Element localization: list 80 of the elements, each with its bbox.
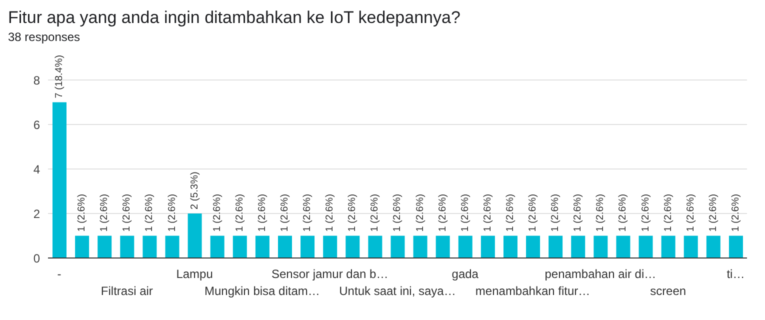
data-label: 7 (18.4%) bbox=[54, 54, 66, 98]
bar bbox=[142, 236, 157, 258]
bar bbox=[255, 236, 270, 258]
bar bbox=[232, 236, 247, 258]
x-tick-label: menambahkan fitur… bbox=[475, 284, 590, 298]
data-label: 1 (2.6%) bbox=[708, 194, 719, 232]
y-tick-label: 2 bbox=[33, 206, 40, 221]
data-label: 1 (2.6%) bbox=[234, 194, 246, 232]
bar bbox=[458, 236, 472, 258]
y-tick-label: 0 bbox=[33, 251, 40, 266]
bar bbox=[98, 236, 112, 258]
data-label: 2 (5.3%) bbox=[189, 172, 200, 210]
bar bbox=[638, 236, 653, 258]
x-tick-label: Mungkin bisa ditam… bbox=[204, 284, 320, 298]
bar bbox=[480, 236, 495, 258]
bar bbox=[413, 236, 428, 258]
bar bbox=[188, 214, 202, 258]
data-label: 1 (2.6%) bbox=[504, 194, 516, 232]
data-label: 1 (2.6%) bbox=[166, 194, 178, 232]
data-label: 1 (2.6%) bbox=[256, 194, 268, 232]
data-label: 1 (2.6%) bbox=[99, 194, 110, 232]
x-tick-label: ti… bbox=[726, 267, 745, 281]
bar bbox=[661, 236, 676, 258]
data-label: 1 (2.6%) bbox=[212, 194, 223, 232]
chart-title: Fitur apa yang anda ingin ditambahkan ke IoT kedepannya? bbox=[8, 8, 462, 28]
data-label: 1 (2.6%) bbox=[595, 194, 606, 232]
data-label: 1 (2.6%) bbox=[460, 194, 471, 232]
bar bbox=[346, 236, 360, 258]
x-tick-label: Filtrasi air bbox=[100, 284, 153, 298]
data-label: 1 (2.6%) bbox=[302, 194, 314, 232]
bar bbox=[210, 236, 224, 258]
bar bbox=[75, 236, 90, 258]
x-tick-label: Untuk saat ini, saya… bbox=[339, 284, 456, 298]
data-label: 1 (2.6%) bbox=[324, 194, 336, 232]
data-label: 1 (2.6%) bbox=[414, 194, 426, 232]
data-label: 1 (2.6%) bbox=[685, 194, 696, 232]
data-label: 1 (2.6%) bbox=[528, 194, 539, 232]
data-label: 1 (2.6%) bbox=[572, 194, 584, 232]
data-label: 1 (2.6%) bbox=[370, 194, 381, 232]
y-tick-label: 8 bbox=[33, 73, 40, 88]
x-tick-label: penambahan air di… bbox=[544, 267, 656, 281]
bar bbox=[300, 236, 315, 258]
data-label: 1 (2.6%) bbox=[279, 194, 290, 232]
data-label: 1 (2.6%) bbox=[347, 194, 358, 232]
x-tick-label: screen bbox=[650, 284, 686, 298]
bar bbox=[120, 236, 134, 258]
bar bbox=[548, 236, 563, 258]
data-label: 1 (2.6%) bbox=[662, 194, 674, 232]
bar bbox=[728, 236, 743, 258]
bar bbox=[616, 236, 630, 258]
data-label: 1 (2.6%) bbox=[618, 194, 629, 232]
bar bbox=[368, 236, 382, 258]
data-label: 1 (2.6%) bbox=[550, 194, 562, 232]
data-label: 1 (2.6%) bbox=[122, 194, 133, 232]
x-tick-label: - bbox=[57, 267, 62, 281]
data-label: 1 (2.6%) bbox=[640, 194, 652, 232]
bar bbox=[278, 236, 292, 258]
bar bbox=[390, 236, 405, 258]
bar bbox=[436, 236, 450, 258]
data-label: 1 (2.6%) bbox=[144, 194, 156, 232]
bar bbox=[706, 236, 720, 258]
x-tick-label: gada bbox=[452, 267, 479, 281]
bar bbox=[526, 236, 540, 258]
y-tick-label: 6 bbox=[33, 118, 40, 132]
bar bbox=[684, 236, 698, 258]
bar bbox=[52, 102, 67, 258]
data-label: 1 (2.6%) bbox=[76, 194, 88, 232]
bar bbox=[165, 236, 180, 258]
data-label: 1 (2.6%) bbox=[730, 194, 742, 232]
bar bbox=[323, 236, 338, 258]
bar bbox=[503, 236, 518, 258]
bar bbox=[594, 236, 608, 258]
data-label: 1 (2.6%) bbox=[392, 194, 404, 232]
y-tick-label: 4 bbox=[33, 162, 40, 176]
chart-subtitle: 38 responses bbox=[8, 30, 82, 44]
bar bbox=[571, 236, 586, 258]
data-label: 1 (2.6%) bbox=[482, 194, 494, 232]
x-tick-label: Lampu bbox=[176, 267, 213, 281]
data-label: 1 (2.6%) bbox=[437, 194, 448, 232]
x-tick-label: Sensor jamur dan b… bbox=[271, 267, 388, 281]
